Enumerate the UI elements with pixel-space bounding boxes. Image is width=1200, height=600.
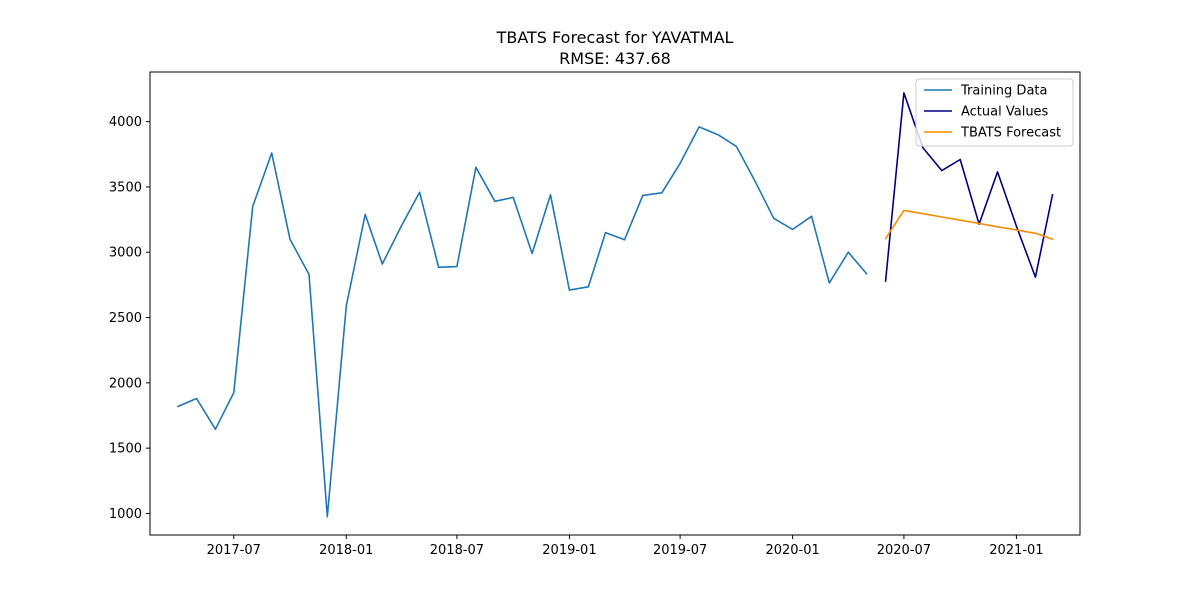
- legend: Training Data Actual Values TBATS Forecast: [915, 78, 1074, 147]
- axes-frame: [149, 71, 1081, 536]
- series-line-training-data: [177, 126, 868, 518]
- series-line-actual-values: [884, 92, 1054, 282]
- y-tick-label: 3500: [109, 180, 142, 195]
- y-tick-label: 4000: [109, 115, 142, 130]
- x-tick-label: 2019-01: [542, 543, 596, 558]
- x-tick-label: 2020-07: [877, 543, 931, 558]
- x-tick-label: 2017-07: [207, 543, 261, 558]
- series-line-tbats-forecast: [884, 209, 1054, 241]
- x-tick-label: 2018-01: [319, 543, 373, 558]
- y-tick-label: 2000: [109, 376, 142, 391]
- y-tick-label: 1500: [109, 442, 142, 457]
- x-tick-label: 2021-01: [989, 543, 1043, 558]
- legend-label: TBATS Forecast: [960, 126, 1061, 141]
- y-tick-label: 3000: [109, 246, 142, 261]
- chart-title: TBATS Forecast for YAVATMAL: [496, 28, 734, 47]
- x-tick-label: 2018-07: [430, 543, 484, 558]
- legend-box: [915, 78, 1074, 147]
- legend-label: Actual Values: [961, 105, 1049, 120]
- x-tick-label: 2019-07: [653, 543, 707, 558]
- y-tick-label: 1000: [109, 507, 142, 522]
- y-tick-label: 2500: [109, 311, 142, 326]
- x-tick-label: 2020-01: [765, 543, 819, 558]
- legend-label: Training Data: [960, 84, 1047, 99]
- chart-subtitle: RMSE: 437.68: [559, 49, 671, 68]
- plot-area: 1000 1500 2000 2500 3000 3500 4000 2017-07 2018-…: [109, 71, 1081, 558]
